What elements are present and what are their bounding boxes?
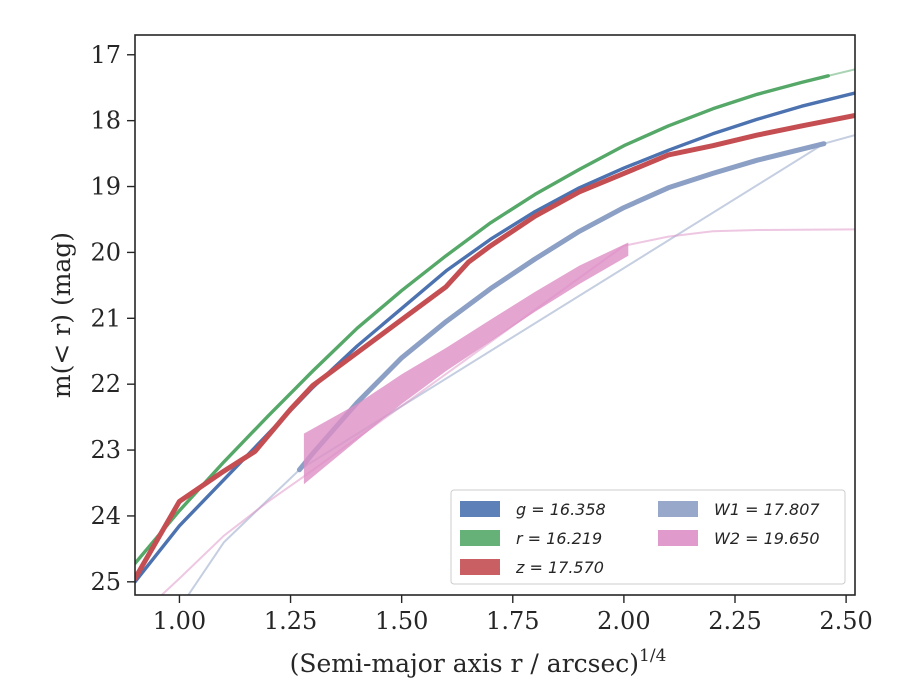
- x-tick-label: 1.25: [264, 607, 317, 635]
- legend-label-w1: W1 = 17.807: [714, 500, 820, 519]
- x-axis: 1.00 1.25 1.50 1.75 2.00 2.25 2.50: [153, 595, 873, 635]
- plot-area-frame: [134, 34, 856, 596]
- legend-label-r: r = 16.219: [516, 529, 602, 548]
- y-tick-label: 25: [90, 568, 121, 596]
- legend-label-z: z = 17.570: [515, 558, 604, 577]
- series-w1-line: [296, 141, 827, 473]
- x-tick-label: 2.50: [819, 607, 872, 635]
- series-w1-model-line: [187, 134, 855, 595]
- y-tick-label: 21: [90, 304, 121, 332]
- legend-swatch-w2: [658, 530, 698, 546]
- series-w2-band: [303, 242, 629, 485]
- legend-swatch-r: [460, 530, 500, 546]
- x-tick-label: 1.00: [153, 607, 206, 635]
- legend: g = 16.358 r = 16.219 z = 17.570 W1 = 17.80…: [450, 489, 846, 585]
- legend-label-g: g = 16.358: [516, 500, 606, 519]
- legend-swatch-g: [460, 501, 500, 517]
- y-tick-label: 22: [90, 370, 121, 398]
- series-r-line: [135, 74, 830, 566]
- legend-swatch-w1: [658, 501, 698, 517]
- y-tick-label: 17: [90, 41, 121, 69]
- series-z-line: [135, 112, 855, 581]
- series-w2-model-line: [161, 228, 855, 595]
- y-tick-label: 18: [90, 107, 121, 135]
- y-axis-label: m(< r) (mag): [47, 232, 76, 398]
- x-tick-label: 1.75: [486, 607, 539, 635]
- series-r-model-line: [828, 68, 855, 77]
- x-tick-label: 1.50: [375, 607, 428, 635]
- series-g-line: [135, 91, 855, 584]
- legend-frame: [450, 489, 846, 585]
- y-tick-label: 20: [90, 238, 121, 266]
- y-tick-label: 19: [90, 173, 121, 201]
- legend-label-w2: W2 = 19.650: [714, 529, 820, 548]
- x-tick-label: 2.00: [597, 607, 650, 635]
- x-tick-label: 2.25: [708, 607, 761, 635]
- x-axis-label: (Semi-major axis r / arcsec)1/4: [290, 646, 667, 678]
- y-tick-label: 23: [90, 436, 121, 464]
- y-axis: 17 18 19 20 21 22 23 24 25: [90, 41, 135, 596]
- legend-swatch-z: [460, 559, 500, 575]
- y-tick-label: 24: [90, 502, 121, 530]
